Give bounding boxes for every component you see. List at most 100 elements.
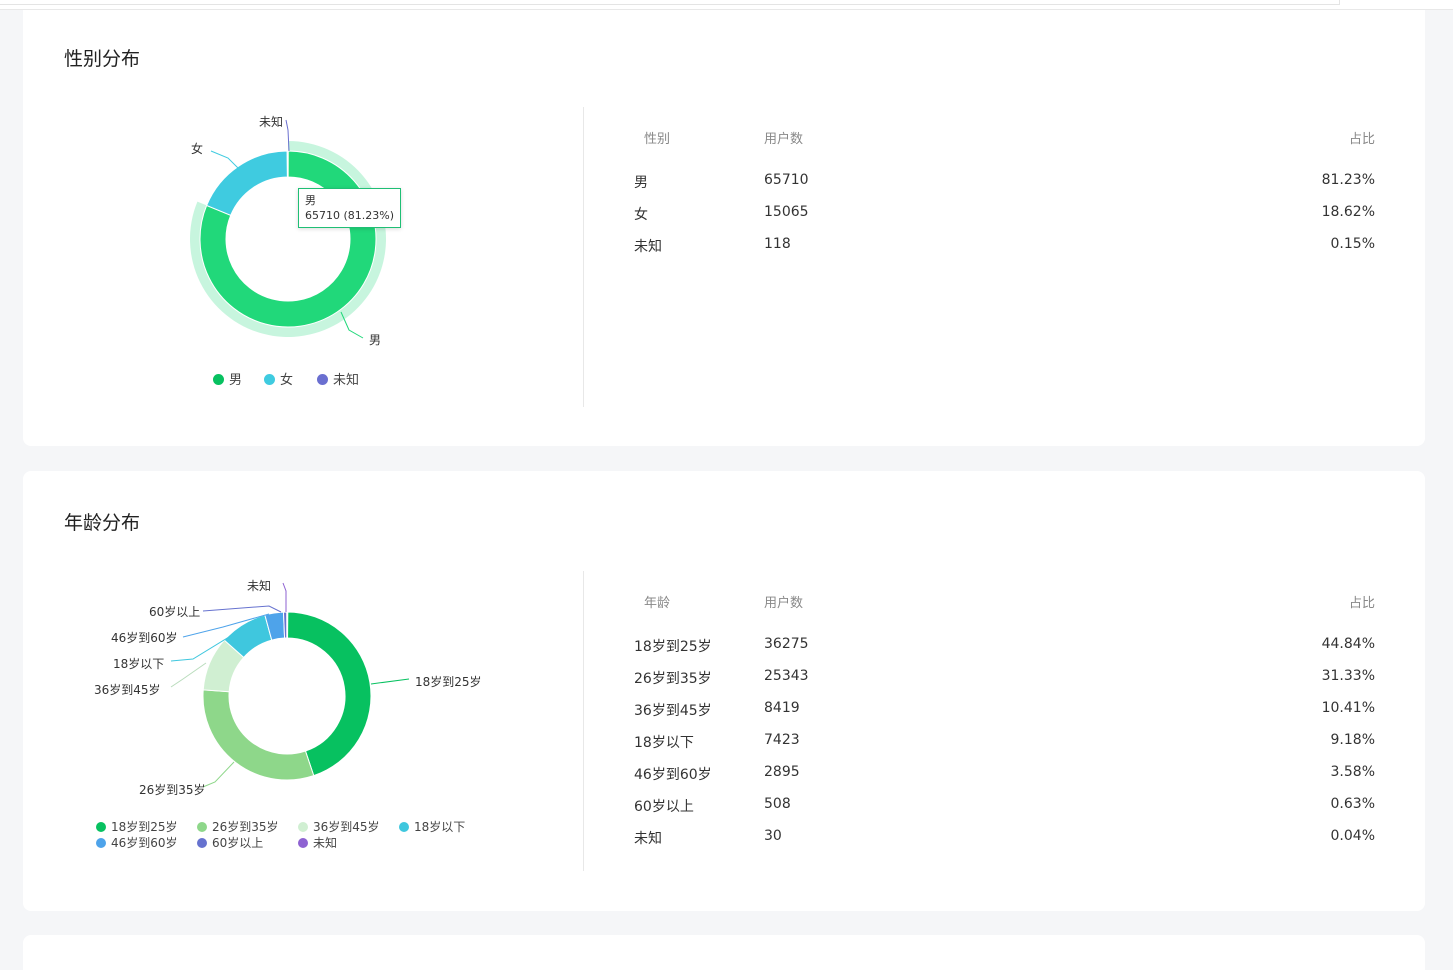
slice-label: 26岁到35岁: [139, 782, 206, 797]
slice-label: 男: [369, 333, 381, 347]
slice-label: 18岁到25岁: [415, 674, 482, 689]
legend-item-unknown[interactable]: 未知: [298, 834, 337, 851]
label-leader-line: [202, 761, 235, 788]
legend-label: 26岁到35岁: [212, 820, 279, 834]
row-count: 508: [764, 796, 791, 812]
row-count: 118: [764, 236, 791, 252]
legend-item-18-25[interactable]: 18岁到25岁: [96, 818, 178, 835]
row-label: 未知: [634, 831, 662, 847]
row-count: 7423: [764, 732, 800, 748]
row-count: 15065: [764, 204, 809, 220]
tooltip-name: 男: [305, 194, 316, 207]
slice-label: 18岁以下: [113, 656, 164, 671]
row-pct: 9.18%: [1330, 732, 1375, 748]
age-title: 年龄分布: [64, 512, 141, 534]
legend-label: 36岁到45岁: [313, 820, 380, 834]
legend-label: 未知: [333, 373, 360, 388]
top-strip: [0, 0, 1453, 10]
legend-item-36-45[interactable]: 36岁到45岁: [298, 818, 380, 835]
gender-divider: [583, 107, 584, 407]
legend-item-unknown[interactable]: 未知: [317, 369, 359, 388]
legend-item-60-plus[interactable]: 60岁以上: [197, 834, 263, 851]
col-header-gender: 性别: [644, 132, 671, 147]
label-leader-line: [182, 613, 270, 638]
label-leader-line: [202, 605, 282, 613]
row-label: 46岁到60岁: [634, 767, 712, 783]
col-header-age: 年龄: [644, 596, 671, 611]
gender-tooltip: 男 65710 (81.23%): [298, 188, 402, 228]
age-divider: [583, 571, 584, 871]
legend-item-under-18[interactable]: 18岁以下: [399, 818, 465, 835]
legend-label: 男: [229, 373, 243, 388]
row-label: 未知: [634, 239, 662, 255]
legend-dot: [213, 374, 224, 385]
row-label: 36岁到45岁: [634, 703, 712, 719]
tooltip-value: 65710 (81.23%): [305, 209, 395, 222]
legend-item-female[interactable]: 女: [264, 369, 293, 388]
col-header-pct: 占比: [1348, 132, 1375, 147]
legend-label: 女: [280, 373, 294, 388]
row-pct: 31.33%: [1321, 668, 1375, 684]
gender-title: 性别分布: [64, 48, 141, 70]
legend-dot: [317, 374, 328, 385]
slice-label: 46岁到60岁: [111, 630, 178, 645]
row-pct: 81.23%: [1321, 172, 1375, 188]
donut-slice: [206, 150, 288, 216]
legend-label: 46岁到60岁: [111, 836, 178, 850]
legend-item-46-60[interactable]: 46岁到60岁: [96, 834, 178, 851]
row-pct: 0.63%: [1330, 796, 1375, 812]
label-leader-line: [170, 628, 243, 662]
label-leader-line: [210, 150, 239, 169]
col-header-pct: 占比: [1348, 596, 1375, 611]
slice-label: 未知: [247, 579, 271, 593]
row-label: 18岁到25岁: [634, 639, 712, 655]
donut-slice: [286, 611, 372, 777]
legend-item-26-35[interactable]: 26岁到35岁: [197, 818, 279, 835]
row-pct: 10.41%: [1321, 700, 1375, 716]
col-header-users: 用户数: [764, 132, 804, 147]
legend-dot: [96, 838, 106, 848]
legend-dot: [96, 822, 106, 832]
row-count: 25343: [764, 668, 809, 684]
legend-dot: [264, 374, 275, 385]
row-label: 26岁到35岁: [634, 671, 712, 687]
row-label: 男: [634, 175, 648, 191]
row-pct: 0.15%: [1330, 236, 1375, 252]
legend-label: 18岁到25岁: [111, 820, 178, 834]
row-pct: 44.84%: [1321, 636, 1375, 652]
legend-dot: [298, 838, 308, 848]
legend-item-male[interactable]: 男: [213, 369, 242, 388]
row-pct: 0.04%: [1330, 828, 1375, 844]
row-count: 8419: [764, 700, 800, 716]
col-header-users: 用户数: [764, 596, 804, 611]
legend-label: 60岁以上: [212, 836, 264, 850]
top-strip-inner: [0, 0, 1340, 5]
row-count: 2895: [764, 764, 800, 780]
row-pct: 3.58%: [1330, 764, 1375, 780]
label-leader-line: [170, 662, 207, 688]
slice-label: 女: [191, 141, 203, 156]
age-card: 年龄分布 18岁到25岁 26岁到35岁 36岁到45岁 18岁以下 46岁到60岁 60…: [23, 471, 1425, 911]
row-label: 18岁以下: [634, 735, 694, 751]
legend-label: 18岁以下: [414, 820, 466, 834]
label-leader-line: [340, 311, 364, 339]
slice-label: 36岁到45岁: [94, 682, 161, 697]
legend-dot: [399, 822, 409, 832]
row-label: 60岁以上: [634, 799, 694, 815]
donut-slice: [202, 689, 315, 781]
donut-slice: [286, 611, 289, 639]
legend-label: 未知: [313, 836, 338, 850]
row-label: 女: [634, 207, 648, 223]
label-leader-line: [370, 678, 410, 685]
row-pct: 18.62%: [1321, 204, 1375, 220]
row-count: 30: [764, 828, 782, 844]
row-count: 36275: [764, 636, 809, 652]
slice-label: 60岁以上: [149, 604, 200, 619]
label-leader-line: [282, 582, 287, 612]
gender-card: 性别分布 未知女男 男 65710 (81.23%) 男 女 未知 性别 用户数…: [23, 10, 1425, 446]
legend-dot: [197, 822, 207, 832]
donut-slice: [286, 150, 289, 178]
row-count: 65710: [764, 172, 809, 188]
